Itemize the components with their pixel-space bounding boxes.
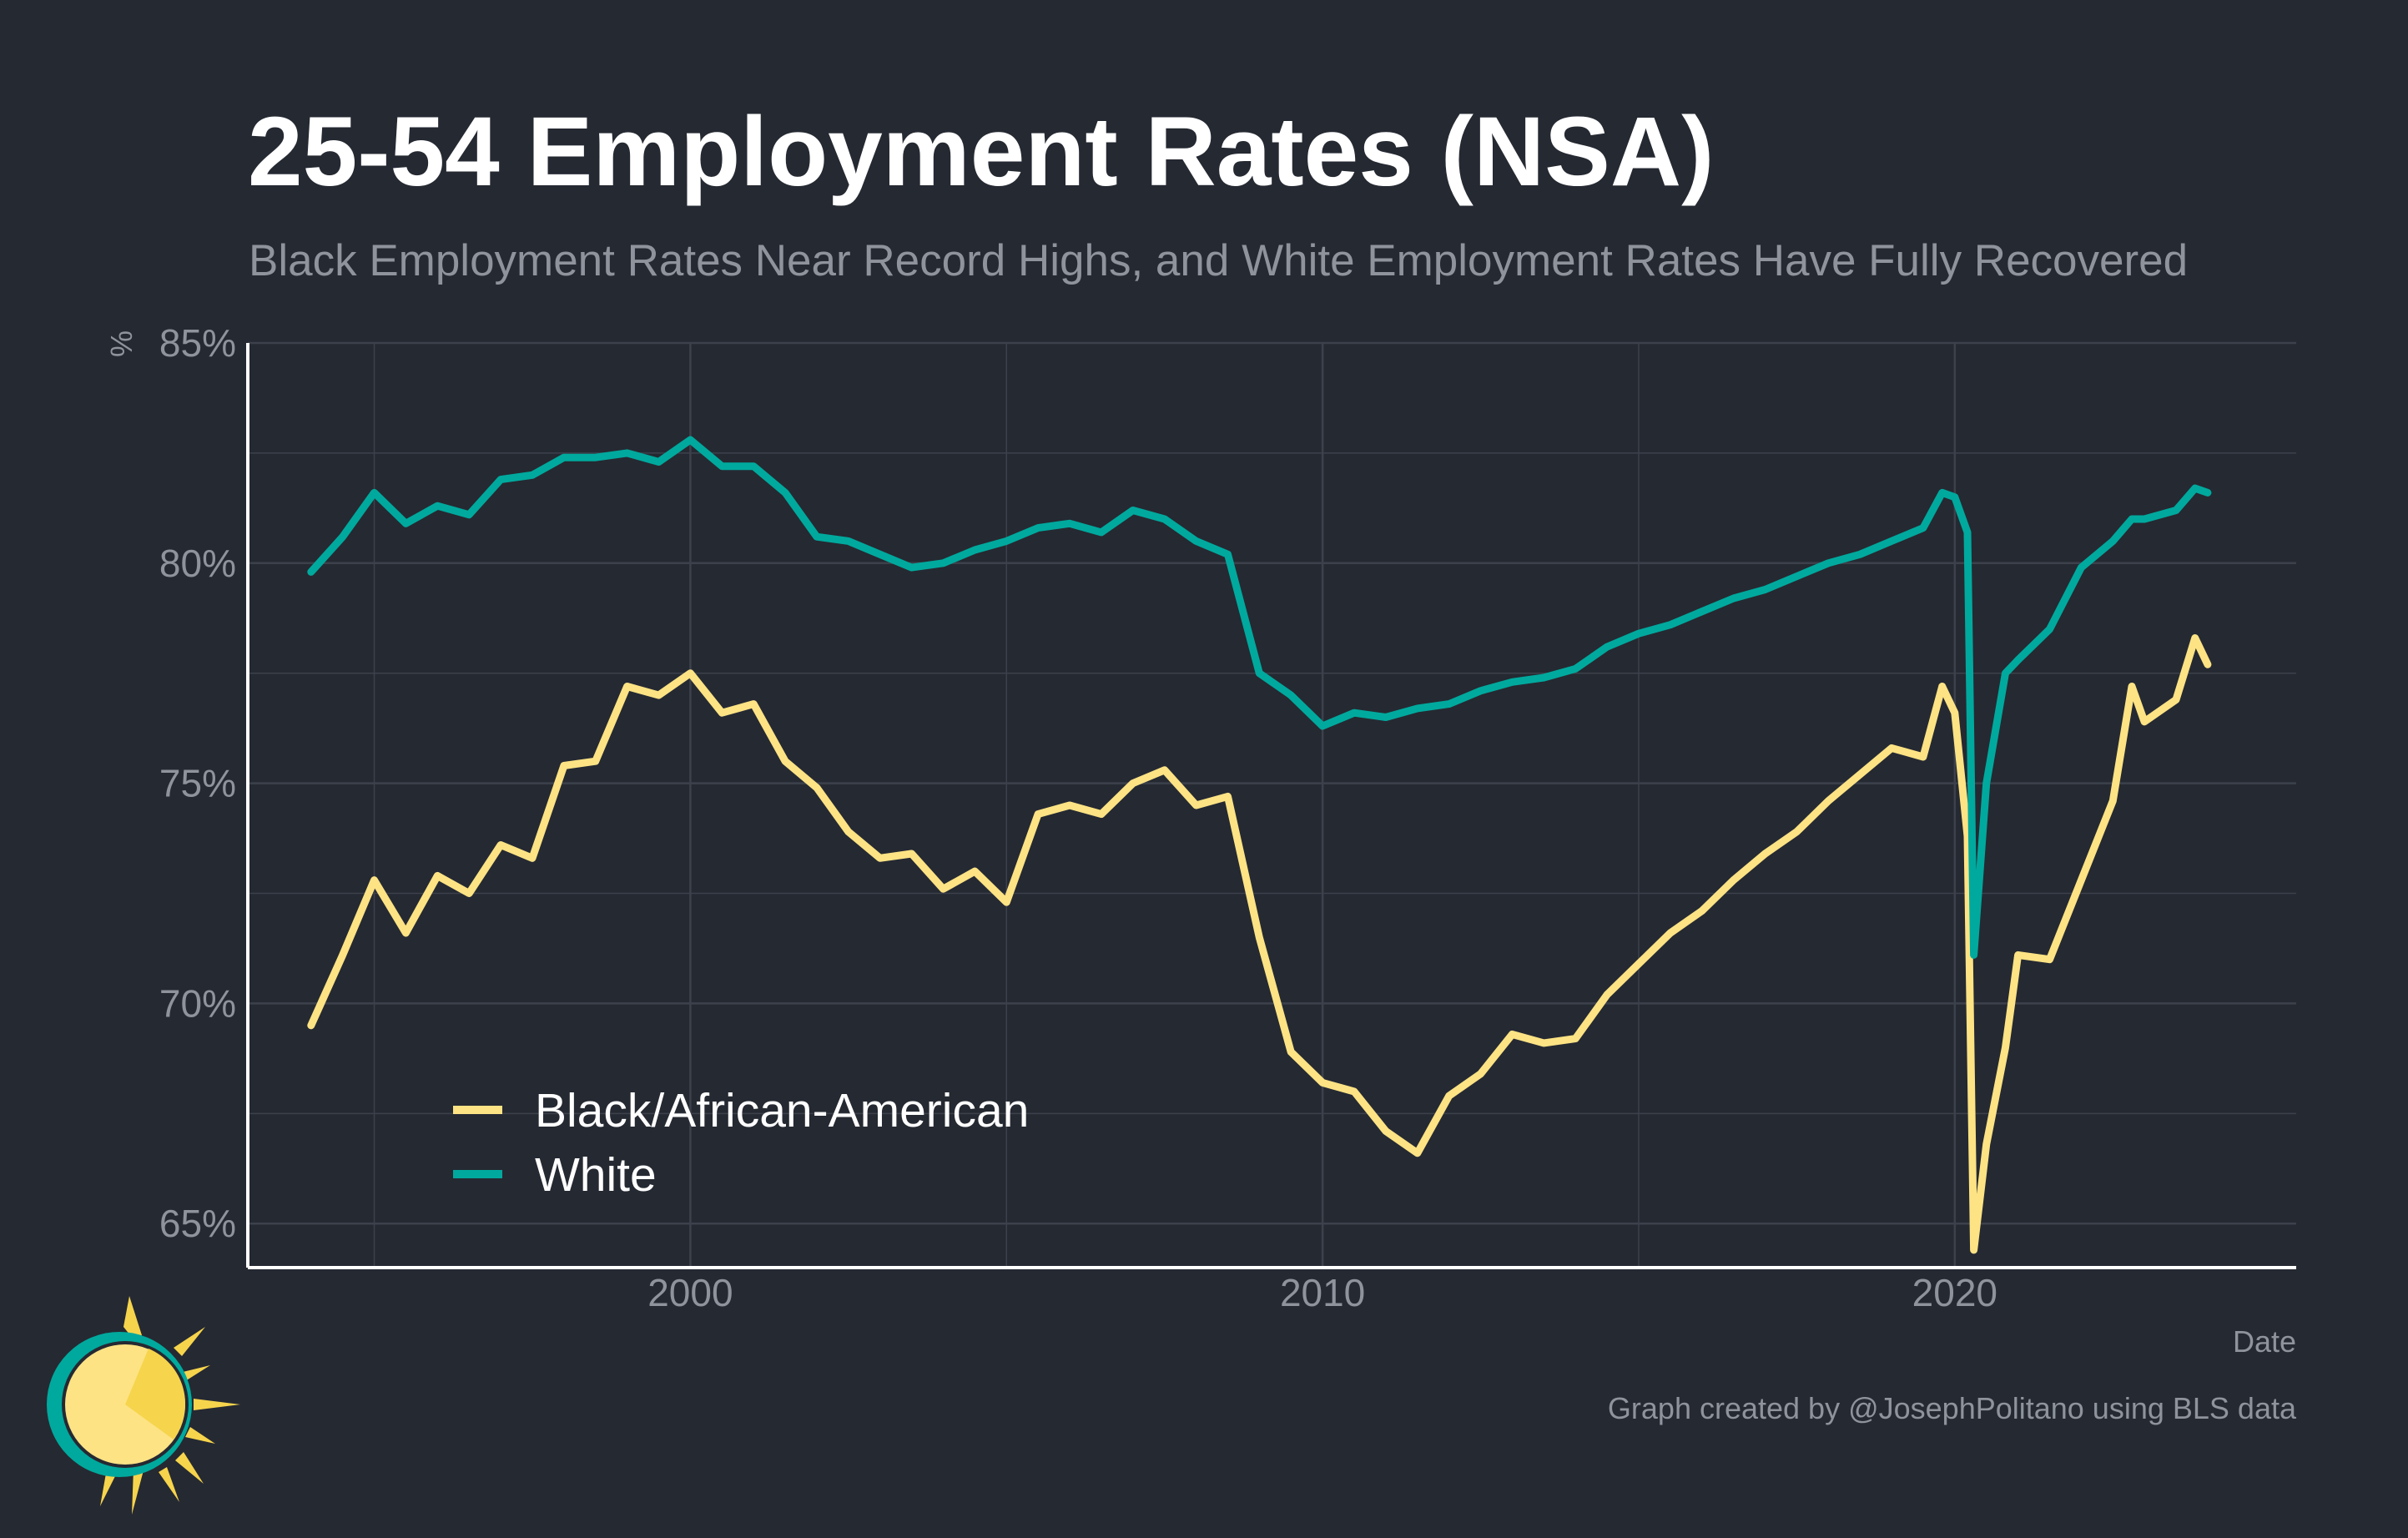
y-tick-label: 80% [159, 542, 236, 585]
x-axis-title: Date [2233, 1324, 2296, 1359]
chart-subtitle: Black Employment Rates Near Record Highs… [249, 236, 2188, 285]
sun-logo-icon [47, 1296, 240, 1515]
x-tick-label: 2000 [647, 1271, 733, 1314]
legend: Black/African-American White [453, 1084, 1029, 1202]
x-axis-ticks: 2000 2010 2020 [647, 1271, 1997, 1314]
legend-label-white: White [535, 1148, 657, 1202]
y-axis-ticks: 65% 70% 75% 80% 85% [159, 321, 236, 1245]
series-line-white [307, 436, 2212, 959]
chart-title: 25-54 Employment Rates (NSA) [248, 97, 1714, 207]
source-caption: Graph created by @JosephPolitano using B… [1608, 1391, 2297, 1425]
series-line-black [307, 634, 2212, 1254]
y-axis-title: % [104, 330, 139, 357]
x-tick-label: 2010 [1280, 1271, 1365, 1314]
y-tick-label: 75% [159, 762, 236, 805]
x-tick-label: 2020 [1912, 1271, 1997, 1314]
y-tick-label: 65% [159, 1202, 236, 1245]
y-tick-label: 85% [159, 321, 236, 365]
y-tick-label: 70% [159, 981, 236, 1025]
plot-series [307, 436, 2212, 1254]
grid [248, 341, 2296, 1268]
legend-label-black: Black/African-American [535, 1084, 1029, 1137]
